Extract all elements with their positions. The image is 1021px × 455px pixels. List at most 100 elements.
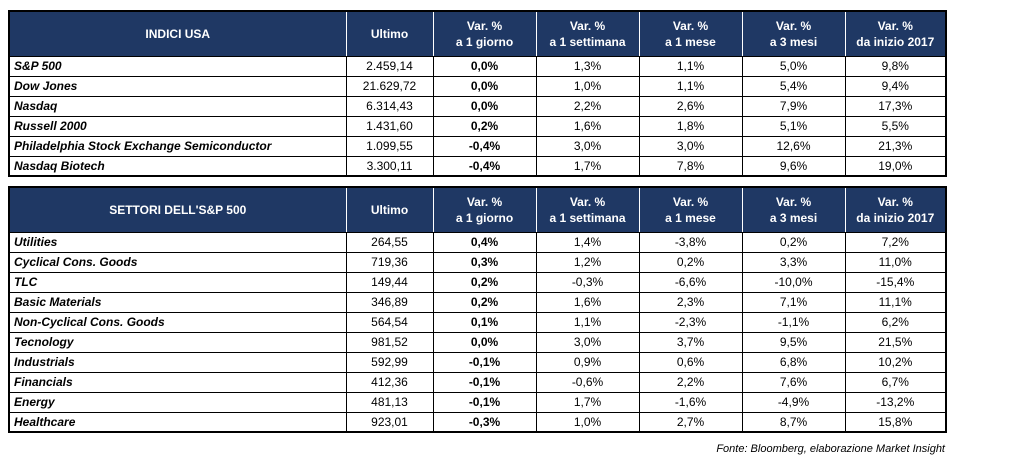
var-value: 3,7% — [638, 331, 743, 353]
col-var-a-1-giorno: Var. % a 1 giorno — [432, 186, 537, 233]
row-label: Energy — [8, 391, 347, 413]
table-row: Tecnology 981,52 0,0% 3,0% 3,7% 9,5% 21,5% — [8, 331, 947, 353]
col-var-da-inizio-2017: Var. % da inizio 2017 — [844, 10, 947, 57]
table-row: Financials 412,36 -0,1% -0,6% 2,2% 7,6% 6,7% — [8, 371, 947, 393]
col-var-a-1-mese: Var. % a 1 mese — [638, 186, 743, 233]
col-var-a-1-settimana: Var. % a 1 settimana — [535, 10, 640, 57]
var-value: 1,6% — [535, 115, 640, 137]
var-value: 11,0% — [844, 251, 947, 273]
var-value: 3,0% — [638, 135, 743, 157]
var-value: 15,8% — [844, 411, 947, 433]
row-label: TLC — [8, 271, 347, 293]
col-var-a-3-mesi: Var. % a 3 mesi — [741, 186, 846, 233]
var-value: 1,1% — [638, 75, 743, 97]
var-value: 2,3% — [638, 291, 743, 313]
var-value: -13,2% — [844, 391, 947, 413]
ultimo-value: 481,13 — [345, 391, 434, 413]
row-label: Philadelphia Stock Exchange Semiconducto… — [8, 135, 347, 157]
table-row: S&P 500 2.459,14 0,0% 1,3% 1,1% 5,0% 9,8% — [8, 55, 947, 77]
ultimo-value: 981,52 — [345, 331, 434, 353]
table-row: TLC 149,44 0,2% -0,3% -6,6% -10,0% -15,4% — [8, 271, 947, 293]
var-value: 0,4% — [432, 231, 537, 253]
var-value: 19,0% — [844, 155, 947, 177]
var-value: 0,2% — [741, 231, 846, 253]
source-note: Fonte: Bloomberg, elaborazione Market In… — [716, 443, 945, 455]
var-value: 9,4% — [844, 75, 947, 97]
var-value: -0,1% — [432, 351, 537, 373]
var-value: 11,1% — [844, 291, 947, 313]
var-value: 8,7% — [741, 411, 846, 433]
var-value: 0,0% — [432, 55, 537, 77]
ultimo-value: 923,01 — [345, 411, 434, 433]
table-title: INDICI USA — [8, 10, 347, 57]
var-value: 5,1% — [741, 115, 846, 137]
var-value: 0,6% — [638, 351, 743, 373]
var-value: 7,8% — [638, 155, 743, 177]
table-row: Nasdaq 6.314,43 0,0% 2,2% 2,6% 7,9% 17,3% — [8, 95, 947, 117]
table-row: Non-Cyclical Cons. Goods 564,54 0,1% 1,1% -2… — [8, 311, 947, 333]
row-label: Cyclical Cons. Goods — [8, 251, 347, 273]
var-value: 21,3% — [844, 135, 947, 157]
var-value: 6,7% — [844, 371, 947, 393]
table-row: Industrials 592,99 -0,1% 0,9% 0,6% 6,8% 10,2% — [8, 351, 947, 373]
var-value: 7,2% — [844, 231, 947, 253]
var-value: -0,3% — [535, 271, 640, 293]
var-value: -6,6% — [638, 271, 743, 293]
var-value: 5,0% — [741, 55, 846, 77]
var-value: -0,4% — [432, 155, 537, 177]
tables-area: INDICI USA Ultimo Var. % a 1 giorno Var. % a … — [8, 10, 1013, 433]
table-row: Healthcare 923,01 -0,3% 1,0% 2,7% 8,7% 15,8% — [8, 411, 947, 433]
ultimo-value: 21.629,72 — [345, 75, 434, 97]
col-ultimo: Ultimo — [345, 186, 434, 233]
row-label: Tecnology — [8, 331, 347, 353]
var-value: 2,6% — [638, 95, 743, 117]
var-value: 0,0% — [432, 95, 537, 117]
table-row: Energy 481,13 -0,1% 1,7% -1,6% -4,9% -13,2% — [8, 391, 947, 413]
ultimo-value: 719,36 — [345, 251, 434, 273]
var-value: 12,6% — [741, 135, 846, 157]
var-value: 2,2% — [535, 95, 640, 117]
row-label: S&P 500 — [8, 55, 347, 77]
table-row: Philadelphia Stock Exchange Semiconducto… — [8, 135, 947, 157]
var-value: -0,1% — [432, 371, 537, 393]
var-value: 7,1% — [741, 291, 846, 313]
var-value: 1,7% — [535, 155, 640, 177]
var-value: 0,3% — [432, 251, 537, 273]
ultimo-value: 149,44 — [345, 271, 434, 293]
var-value: 7,9% — [741, 95, 846, 117]
ultimo-value: 592,99 — [345, 351, 434, 373]
row-label: Utilities — [8, 231, 347, 253]
col-ultimo: Ultimo — [345, 10, 434, 57]
col-var-da-inizio-2017: Var. % da inizio 2017 — [844, 186, 947, 233]
var-value: 0,2% — [432, 271, 537, 293]
row-label: Financials — [8, 371, 347, 393]
var-value: -0,3% — [432, 411, 537, 433]
var-value: -10,0% — [741, 271, 846, 293]
var-value: 5,5% — [844, 115, 947, 137]
var-value: 0,0% — [432, 331, 537, 353]
row-label: Basic Materials — [8, 291, 347, 313]
var-value: 9,5% — [741, 331, 846, 353]
row-label: Nasdaq — [8, 95, 347, 117]
table-row: Nasdaq Biotech 3.300,11 -0,4% 1,7% 7,8% 9,6% 1… — [8, 155, 947, 177]
settori-sp500-table: SETTORI DELL'S&P 500 Ultimo Var. % a 1 gior… — [8, 186, 947, 433]
var-value: -2,3% — [638, 311, 743, 333]
var-value: -15,4% — [844, 271, 947, 293]
col-var-a-3-mesi: Var. % a 3 mesi — [741, 10, 846, 57]
var-value: 0,2% — [432, 291, 537, 313]
ultimo-value: 264,55 — [345, 231, 434, 253]
row-label: Dow Jones — [8, 75, 347, 97]
var-value: 1,1% — [638, 55, 743, 77]
var-value: -1,6% — [638, 391, 743, 413]
var-value: 3,0% — [535, 135, 640, 157]
table-title: SETTORI DELL'S&P 500 — [8, 186, 347, 233]
indici-usa-table: INDICI USA Ultimo Var. % a 1 giorno Var. % a … — [8, 10, 947, 177]
ultimo-value: 1.431,60 — [345, 115, 434, 137]
row-label: Nasdaq Biotech — [8, 155, 347, 177]
var-value: 6,2% — [844, 311, 947, 333]
row-label: Non-Cyclical Cons. Goods — [8, 311, 347, 333]
ultimo-value: 3.300,11 — [345, 155, 434, 177]
var-value: -0,4% — [432, 135, 537, 157]
var-value: 0,2% — [432, 115, 537, 137]
var-value: 1,0% — [535, 411, 640, 433]
